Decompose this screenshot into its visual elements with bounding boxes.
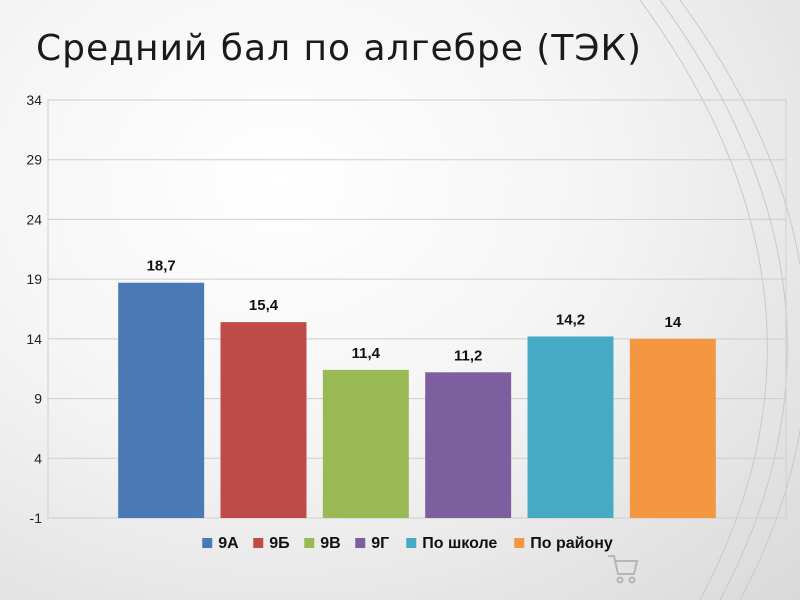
data-label: 15,4 <box>249 297 279 314</box>
bar <box>118 282 205 518</box>
data-label: 18,7 <box>147 258 176 275</box>
bar <box>220 322 307 518</box>
y-tick-label: 14 <box>26 331 42 347</box>
legend-label: 9Б <box>269 535 289 552</box>
legend-label: 9Г <box>371 535 389 552</box>
legend-swatch <box>202 538 213 548</box>
legend-swatch <box>304 538 315 548</box>
cart-icon <box>608 555 639 584</box>
y-tick-label: 34 <box>26 92 42 108</box>
y-tick-label: 19 <box>26 271 42 287</box>
bar <box>527 336 614 518</box>
legend-label: 9А <box>218 535 239 552</box>
data-label: 11,2 <box>454 347 482 364</box>
legend-swatch <box>253 538 264 548</box>
y-tick-label: 29 <box>26 152 42 168</box>
legend-label: 9В <box>320 535 340 552</box>
bar <box>425 372 512 518</box>
data-label: 14,2 <box>556 311 585 328</box>
legend-swatch <box>406 538 417 548</box>
y-tick-label: 4 <box>34 450 42 466</box>
legend-label: По району <box>530 535 613 552</box>
legend-swatch <box>514 538 525 548</box>
bars <box>118 282 716 518</box>
chart-title: Средний бал по алгебре (ТЭК) <box>36 28 643 69</box>
legend-swatch <box>355 538 366 548</box>
data-labels: 18,7 15,4 11,4 11,2 14,2 14 <box>147 258 682 365</box>
legend: 9А 9Б 9В 9Г По школе По району <box>202 535 613 552</box>
legend-label: По школе <box>422 535 497 552</box>
y-axis-ticks: -1 4 9 14 19 24 29 34 <box>26 92 42 526</box>
y-tick-label: 24 <box>26 211 42 227</box>
data-label: 14 <box>664 314 681 331</box>
bar <box>322 369 409 518</box>
y-tick-label: -1 <box>30 510 43 526</box>
y-tick-label: 9 <box>34 391 42 407</box>
data-label: 11,4 <box>352 345 381 362</box>
bar <box>629 338 716 518</box>
